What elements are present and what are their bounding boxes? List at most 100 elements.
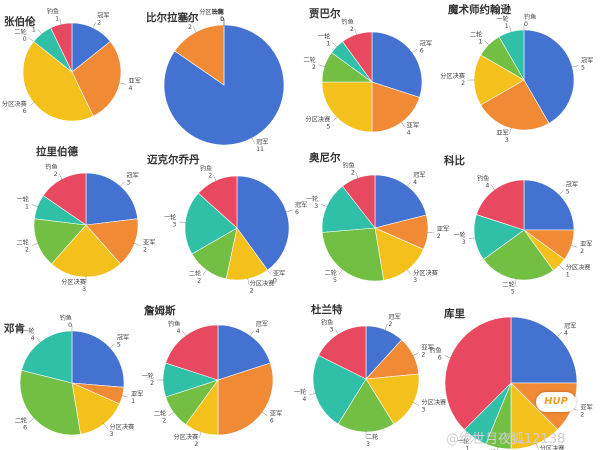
- slice-label: 钓鱼 2: [341, 18, 353, 33]
- pie-panel: 迈克尔乔丹 冠军 6 亚军 0 分区决赛 2 二轮 2 一轮 3 钓鱼 2: [147, 150, 307, 300]
- pie-svg: 冠军 5 亚军 3 分区决赛 2 二轮 1 一轮 1 钓鱼 0: [440, 13, 593, 144]
- slice-label: 钓鱼 0: [212, 8, 224, 23]
- slice-label: 亚军 2: [422, 344, 434, 358]
- pie-svg: 冠军 11 亚军 2 分区决赛 0二轮 0一轮 0钓鱼 0: [163, 8, 285, 153]
- slice-label: 一轮 1: [457, 437, 469, 450]
- leader-line: [168, 411, 175, 417]
- slice-label: 二轮 3: [366, 433, 378, 448]
- leader-line: [426, 232, 434, 234]
- leader-line: [355, 172, 359, 179]
- pie-svg: 冠军 5 亚军 2 分区决赛 1 二轮 5 一轮 3 钓鱼 4: [453, 174, 592, 295]
- leader-line: [406, 268, 412, 275]
- pie-svg: 冠军 3 亚军 2 分区决赛 3 二轮 2 一轮 1 钓鱼 2: [17, 163, 156, 293]
- slice-label: 冠军 3: [126, 172, 138, 186]
- leader-line: [109, 343, 115, 349]
- pie-panel: 拉里伯德 冠军 3 亚军 2 分区决赛 3 二轮 2 一轮 1 钓鱼 2: [0, 146, 156, 300]
- pie-panel: 张伯伦 冠军 2 亚军 4 分区决赛 6 二轮 0 一轮 1 钓鱼 1: [0, 0, 150, 150]
- pie-title: 拉里伯德: [36, 146, 78, 158]
- leader-line: [318, 64, 326, 68]
- pie-svg: 冠军 2 亚军 2 分区决赛 3 二轮 3 一轮 4 钓鱼 3: [294, 314, 447, 448]
- slice-label: 钓鱼 0: [60, 314, 72, 329]
- pie-panel: 贾巴尔 冠军 6 亚军 4 分区决赛 5 二轮 2 一轮 1 钓鱼 2: [300, 0, 450, 150]
- leader-line: [484, 40, 490, 46]
- leader-line: [470, 436, 476, 444]
- leader-line: [558, 264, 564, 270]
- leader-line: [103, 423, 108, 429]
- leader-line: [332, 42, 338, 48]
- leader-line: [133, 242, 141, 246]
- slice-label: 亚军 6: [270, 411, 282, 425]
- slice-label: 钓鱼 4: [477, 174, 489, 189]
- pie-title: 奥尼尔: [309, 152, 341, 164]
- leader-line: [406, 181, 412, 188]
- slice-label: 冠军 4: [564, 323, 576, 337]
- pie-title: 贾巴尔: [309, 8, 341, 20]
- pie-title: 迈克尔乔丹: [147, 154, 200, 166]
- leader-line: [558, 190, 564, 196]
- slice-label: 分区决赛 3: [109, 423, 134, 438]
- leader-line: [384, 323, 388, 331]
- leader-line: [309, 392, 317, 396]
- slice-label: 冠军 6: [420, 40, 432, 54]
- pie-title: 库里: [444, 308, 465, 320]
- slice-label: 一轮 3: [164, 214, 176, 229]
- slice-label: 亚军 2: [143, 240, 155, 254]
- leader-line: [193, 26, 197, 34]
- slice-label: 冠军 5: [581, 58, 593, 72]
- leader-line: [332, 116, 338, 122]
- pie-svg: 冠军 4 亚军 6 分区决赛 2 二轮 2 一轮 2 钓鱼 4: [142, 320, 283, 448]
- slice-label: 一轮 1: [23, 19, 35, 34]
- leader-line: [121, 395, 129, 398]
- slice-label: 钓鱼 4: [168, 320, 180, 335]
- pie-title: 杜兰特: [311, 304, 343, 316]
- leader-line: [571, 65, 579, 68]
- leader-line: [202, 269, 208, 276]
- leader-line: [338, 268, 344, 275]
- pie-svg: 冠军 6 亚军 4 分区决赛 5 二轮 2一轮 1 钓鱼 2: [304, 18, 433, 137]
- slice-label: 亚军 2: [580, 405, 592, 419]
- pie-title: 邓肯: [4, 323, 25, 335]
- leader-line: [490, 184, 496, 191]
- slice-label: 亚军 0: [273, 270, 285, 284]
- pie-title: 魔术师约翰逊: [448, 4, 511, 16]
- pie-title: 科比: [444, 155, 465, 167]
- slice-label: 冠军 2: [97, 13, 109, 27]
- leader-line: [334, 328, 339, 335]
- slice-label: 二轮1: [484, 449, 496, 450]
- leader-line: [411, 48, 418, 54]
- slice-label: 钓鱼 3: [321, 318, 333, 333]
- slice-label: 亚军 3: [496, 130, 508, 144]
- slice-label: 分区决赛 3: [422, 399, 447, 414]
- slice-label: 分区决赛 1: [566, 264, 591, 279]
- slice-label: 二轮 2: [17, 239, 29, 254]
- leader-line: [92, 22, 97, 29]
- leader-line: [37, 28, 43, 35]
- leader-line: [468, 237, 476, 240]
- pie-svg: 冠军 4 亚军 2 分区决赛 3 二轮 5 一轮 3 钓鱼 2: [306, 161, 449, 284]
- pie-panel: 科比 冠军 5 亚军 2 分区决赛 1 二轮 5 一轮 3 钓鱼 4: [444, 150, 600, 300]
- leader-line: [249, 330, 255, 337]
- slice-label: 亚军 1: [131, 391, 143, 405]
- pie-svg: 冠军 5 亚军 1 分区决赛 3 二轮 6 一轮 4 钓鱼 0: [15, 314, 144, 438]
- leader-line: [181, 330, 187, 337]
- slice-label: 钓鱼 2: [200, 164, 212, 179]
- slice-label: 二轮 0: [212, 8, 224, 23]
- leader-line: [179, 221, 187, 223]
- leader-line: [412, 401, 419, 406]
- slice-label: 亚军 2: [580, 241, 592, 255]
- leader-line: [412, 352, 419, 357]
- slice-label: 二轮 2: [304, 56, 316, 71]
- slice-label: 二轮 5: [502, 280, 514, 295]
- slice-label: 亚军 2: [437, 226, 449, 240]
- leader-line: [198, 431, 202, 439]
- slice-label: 一轮 3: [453, 231, 465, 246]
- slice-label: 二轮 6: [15, 416, 27, 431]
- leader-line: [285, 209, 293, 213]
- leader-line: [28, 101, 35, 107]
